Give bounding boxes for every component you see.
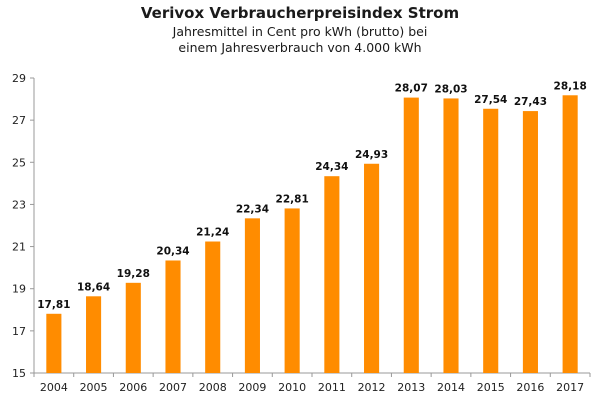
bar bbox=[522, 111, 538, 373]
bar bbox=[284, 208, 300, 373]
y-tick-label: 17 bbox=[12, 325, 26, 338]
data-label: 22,81 bbox=[276, 193, 309, 205]
data-label: 19,28 bbox=[117, 268, 150, 280]
bar bbox=[443, 98, 459, 374]
chart-subtitle-line-2: einem Jahresverbrauch von 4.000 kWh bbox=[178, 40, 422, 55]
data-label: 24,34 bbox=[315, 161, 348, 173]
y-tick-label: 23 bbox=[12, 198, 26, 211]
x-tick-label: 2007 bbox=[159, 381, 187, 394]
x-tick-label: 2011 bbox=[318, 381, 346, 394]
data-label: 24,93 bbox=[355, 149, 388, 161]
bar bbox=[403, 97, 419, 373]
bar bbox=[244, 218, 260, 373]
y-tick-label: 27 bbox=[12, 114, 26, 127]
data-label: 28,03 bbox=[434, 83, 467, 95]
data-label: 22,34 bbox=[236, 203, 269, 215]
data-label: 17,81 bbox=[37, 299, 70, 311]
bar bbox=[86, 296, 102, 373]
bar bbox=[562, 95, 578, 374]
y-tick-label: 19 bbox=[12, 283, 26, 296]
x-tick-label: 2012 bbox=[358, 381, 386, 394]
chart-subtitle-line-1: Jahresmittel in Cent pro kWh (brutto) be… bbox=[172, 24, 428, 39]
x-tick-label: 2009 bbox=[238, 381, 266, 394]
x-tick-label: 2016 bbox=[516, 381, 544, 394]
x-tick-label: 2004 bbox=[40, 381, 68, 394]
x-tick-label: 2014 bbox=[437, 381, 465, 394]
data-label: 27,54 bbox=[474, 94, 507, 106]
data-label: 28,18 bbox=[554, 80, 587, 92]
data-label: 18,64 bbox=[77, 281, 110, 293]
x-tick-label: 2015 bbox=[477, 381, 505, 394]
bar bbox=[324, 176, 340, 373]
bar bbox=[165, 260, 181, 373]
y-tick-label: 21 bbox=[12, 241, 26, 254]
x-tick-label: 2008 bbox=[199, 381, 227, 394]
chart-title: Verivox Verbraucherpreisindex Strom bbox=[140, 4, 460, 22]
x-tick-label: 2006 bbox=[119, 381, 147, 394]
y-tick-label: 25 bbox=[12, 156, 26, 169]
data-label: 28,07 bbox=[395, 83, 428, 95]
x-tick-label: 2017 bbox=[556, 381, 584, 394]
bar bbox=[205, 241, 221, 373]
y-tick-label: 29 bbox=[12, 72, 26, 85]
data-label: 21,24 bbox=[196, 227, 229, 239]
bar bbox=[364, 163, 380, 373]
x-tick-label: 2010 bbox=[278, 381, 306, 394]
bar bbox=[125, 282, 141, 373]
bar bbox=[483, 108, 499, 373]
y-tick-label: 15 bbox=[12, 367, 26, 380]
x-tick-label: 2013 bbox=[397, 381, 425, 394]
data-label: 20,34 bbox=[156, 245, 189, 257]
data-label: 27,43 bbox=[514, 96, 547, 108]
bar bbox=[46, 313, 62, 373]
x-tick-label: 2005 bbox=[80, 381, 108, 394]
